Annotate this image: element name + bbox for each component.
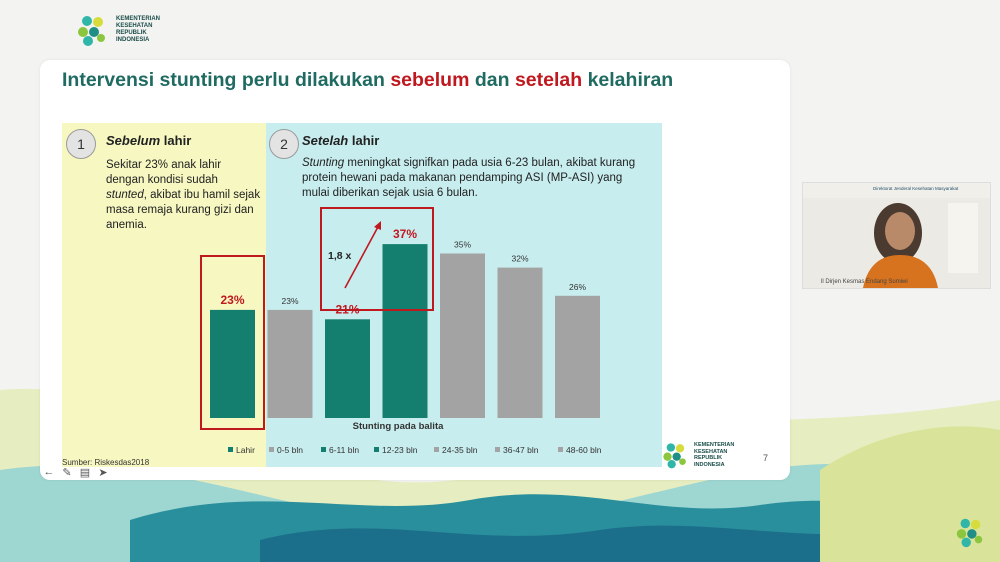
panel2-description: Stunting meningkat signifkan pada usia 6… [302, 157, 636, 199]
source-note: Sumber: Riskesdas2018 [62, 458, 150, 467]
speaker-video[interactable]: Direktorat Jenderal Kesehatan Masyarakat… [802, 182, 991, 289]
x-axis-label: Stunting pada balita [353, 421, 444, 432]
legend-label: Lahir [236, 445, 255, 455]
chart-value-label: 32% [511, 254, 528, 264]
chart-value-label: 23% [220, 293, 244, 307]
presentation-slide: Intervensi stunting perlu dilakukan sebe… [40, 60, 790, 480]
chart-bar [267, 309, 313, 418]
brand-line: KESEHATAN [116, 23, 153, 29]
chart-value-label: 26% [569, 282, 586, 292]
increase-arrow-head [374, 221, 381, 230]
ministry-logo-icon [78, 16, 105, 46]
chart-bar [555, 295, 600, 418]
growth-multiplier-label: 1,8 x [328, 250, 352, 262]
legend-label: 48-60 bln [566, 445, 602, 455]
video-caption: ll Dirjen Kesmas Endang Sumiwi [821, 279, 908, 285]
legend-swatch [374, 447, 379, 452]
brand-line: INDONESIA [116, 37, 150, 43]
chart-bar [210, 309, 255, 418]
panel2-heading: Setelah lahir [302, 133, 380, 148]
ministry-logo: KEMENTERIAN KESEHATAN REPUBLIK INDONESIA [74, 12, 176, 48]
chart-bar [325, 319, 370, 418]
increase-arrow [344, 224, 380, 289]
chart-bar [497, 267, 543, 418]
legend-swatch [495, 447, 500, 452]
chart-value-label: 37% [393, 227, 417, 241]
chart-value-label: 35% [454, 240, 471, 250]
pencil-icon[interactable]: ✎ [62, 466, 72, 479]
brand-line: REPUBLIK [116, 30, 147, 36]
presenter-toolbar: ← ✎ ▤ ➤ [42, 466, 110, 479]
highlight-box-increase [320, 207, 434, 311]
legend-swatch [269, 447, 274, 452]
ministry-logo-icon [956, 518, 983, 548]
ministry-logo-small: KEMENTERIAN KESEHATAN REPUBLIK INDONESIA [660, 440, 744, 470]
panel2-number: 2 [269, 129, 299, 159]
ministry-logo-icon [663, 443, 686, 469]
speaker-image [803, 198, 990, 288]
page-number: 7 [763, 453, 769, 463]
panel1-heading: Sebelum lahir [106, 133, 192, 148]
highlight-box-birth [200, 255, 265, 430]
legend-label: 24-35 bln [442, 445, 478, 455]
video-banner-text: Direktorat Jenderal Kesehatan Masyarakat [873, 186, 959, 191]
legend-swatch [434, 447, 439, 452]
panel1-description: Sekitar 23% anak lahir dengan kondisi su… [106, 159, 261, 231]
arrow-left-icon[interactable]: ← [43, 466, 55, 478]
chart-bar [382, 244, 428, 418]
legend-label: 36-47 bln [503, 445, 539, 455]
legend-label: 0-5 bln [277, 445, 303, 455]
brand-line: INDONESIA [694, 461, 725, 468]
chart-bar [440, 253, 485, 418]
legend-swatch [321, 447, 326, 452]
chart-value-label: 23% [281, 296, 298, 306]
pointer-icon[interactable]: ➤ [98, 466, 108, 479]
video-banner-bar [803, 183, 990, 198]
slide-title: Intervensi stunting perlu dilakukan sebe… [62, 69, 674, 91]
panel1-number: 1 [66, 129, 96, 159]
brand-line: KEMENTERIAN [694, 442, 735, 448]
legend-swatch [228, 447, 233, 452]
brand-line: KESEHATAN [694, 448, 728, 455]
legend-swatch [558, 447, 563, 452]
slides-icon[interactable]: ▤ [79, 466, 91, 479]
brand-line: KEMENTERIAN [116, 16, 161, 22]
brand-line: REPUBLIK [694, 455, 723, 461]
legend-label: 12-23 bln [382, 445, 418, 455]
legend-label: 6-11 bln [329, 445, 359, 455]
